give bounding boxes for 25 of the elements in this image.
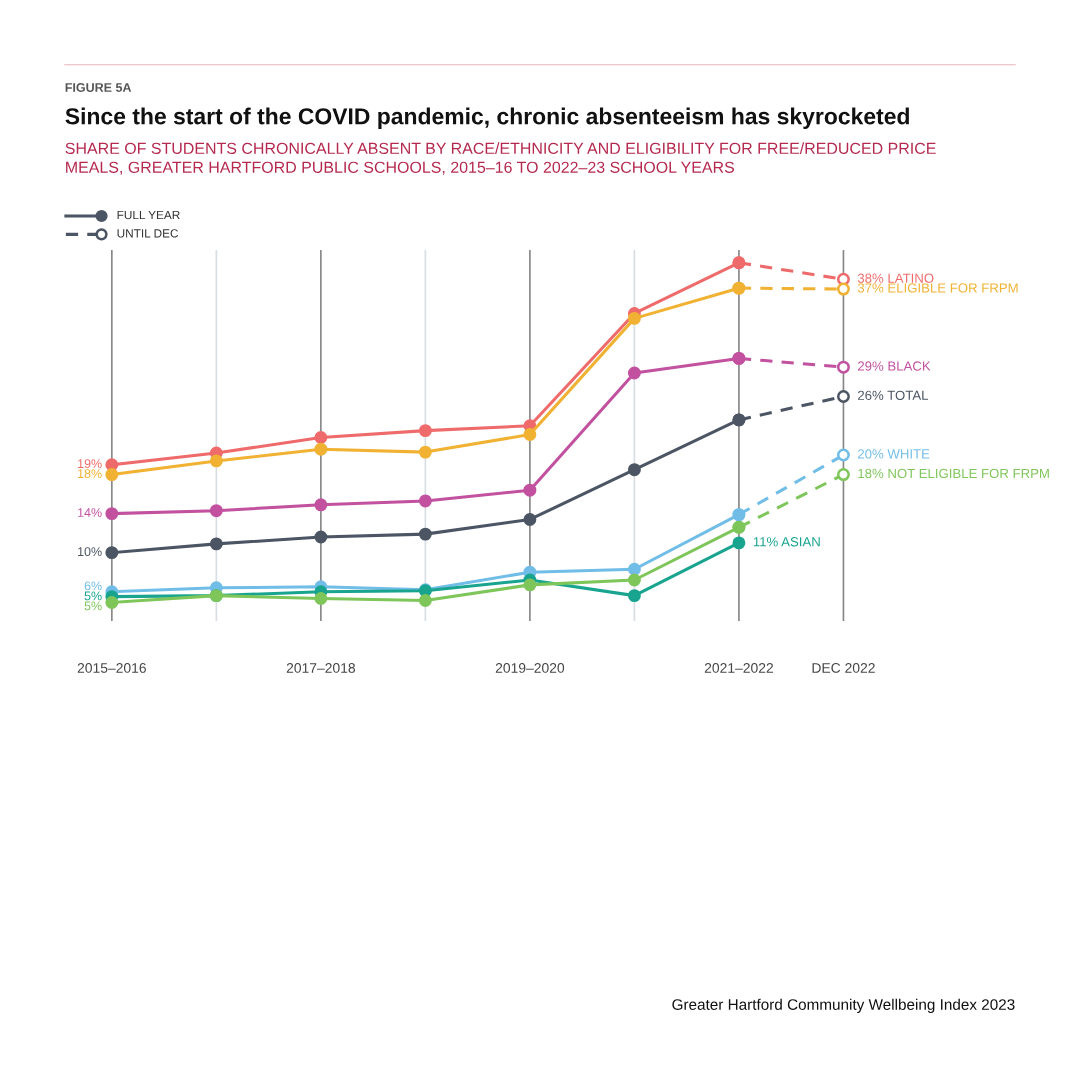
text: 18% NOT ELIGIBLE FOR FRPM [858, 468, 1049, 479]
x-tick-label: 2015–2016 [77, 663, 146, 673]
text: 37% ELIGIBLE FOR FRPM [857, 283, 1018, 293]
data-label: 5% [84, 601, 102, 611]
x-tick-label: 2019–2020 [495, 663, 565, 673]
text: 11% ASIAN [753, 537, 820, 547]
text: FULL YEAR [117, 210, 180, 220]
text: 29% BLACK [858, 361, 931, 371]
text: 38% LATINO [857, 273, 934, 283]
text: 26% TOTAL [858, 390, 929, 400]
text: 20% WHITE [858, 449, 930, 459]
x-tick-label: 2021–2022 [704, 663, 773, 673]
data-label: 14% [78, 508, 102, 517]
chart-subtitle: SHARE OF STUDENTS CHRONICALLY ABSENT BY RACE/ETHNICITY AND ELIGIBILITY FOR FREE/REDUCED PRICE MEALS, GREATER HARTFORD PUBLIC SCHOOLS, 2015–16 TO 2022–23 SCHOOL YEARS [65, 142, 936, 175]
data-label: 10% [78, 547, 102, 557]
text: Greater Hartford Community Wellbeing Index 2023 [672, 998, 1015, 1013]
x-tick-label: 2017–2018 [286, 663, 356, 673]
data-label: 5% [84, 591, 102, 601]
text: UNTIL DEC [117, 229, 179, 238]
chart-title: Since the start of the COVID pandemic, chronic absenteeism has skyrocketed [65, 107, 909, 129]
data-label: 6% [84, 581, 102, 591]
x-tick-label: DEC 2022 [812, 663, 875, 673]
data-label: 19% [78, 459, 102, 469]
data-label: 18% [78, 469, 102, 479]
caption: FIGURE 5A [65, 83, 132, 92]
